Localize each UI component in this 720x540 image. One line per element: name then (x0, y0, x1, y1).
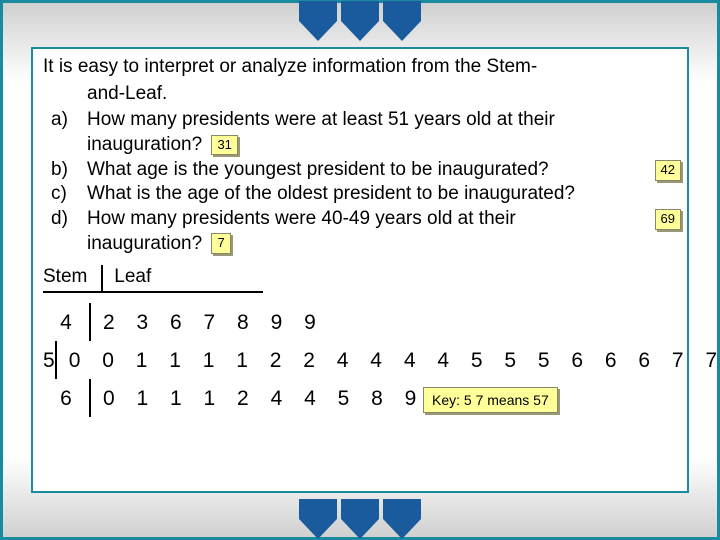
top-chevron-group (299, 1, 421, 41)
stemleaf-header: Stem Leaf (43, 265, 677, 290)
leaf-cell: 2 3 6 7 8 9 9 (91, 309, 324, 336)
question-a-cont: inauguration? 31 (43, 133, 677, 158)
answer-box-d: 7 (211, 233, 230, 254)
bottom-chevron-group (299, 499, 421, 539)
question-text-line: inauguration? (87, 134, 202, 155)
stemleaf-row: 5 0 0 1 1 1 1 2 2 4 4 4 4 5 5 5 6 6 6 7 … (43, 341, 677, 379)
question-d-cont: inauguration? 7 (43, 232, 677, 257)
question-b: b) What age is the youngest president to… (43, 158, 677, 183)
question-c: c) What is the age of the oldest preside… (43, 182, 677, 207)
question-label: c) (43, 182, 87, 207)
header-rule (43, 291, 263, 293)
content-panel: It is easy to interpret or analyze infor… (31, 47, 689, 493)
question-a: a) How many presidents were at least 51 … (43, 108, 677, 133)
chevron-down-icon (383, 499, 421, 539)
question-label: a) (43, 108, 87, 133)
question-text-line: How many presidents were at least 51 yea… (87, 109, 555, 130)
slide-frame: It is easy to interpret or analyze infor… (0, 0, 720, 540)
stem-header: Stem (43, 265, 99, 290)
stemleaf-row: 6 0 1 1 1 2 4 4 5 8 9 (43, 379, 677, 417)
chevron-down-icon (299, 499, 337, 539)
chevron-down-icon (341, 1, 379, 41)
leaf-cell: 0 0 1 1 1 1 2 2 4 4 4 4 5 5 5 6 6 6 7 7 … (57, 347, 720, 374)
question-text: How many presidents were 40-49 years old… (87, 207, 677, 232)
stemleaf-row: 4 2 3 6 7 8 9 9 (43, 303, 677, 341)
question-text: What age is the youngest president to be… (87, 158, 677, 183)
stem-cell: 4 (43, 303, 91, 341)
leaf-cell: 0 1 1 1 2 4 4 5 8 9 (91, 385, 424, 412)
question-text: What is the age of the oldest president … (87, 182, 677, 207)
intro-line2: and-Leaf. (43, 82, 677, 107)
question-text-line: inauguration? (87, 233, 202, 254)
question-text-line: What age is the youngest president to be… (87, 159, 549, 180)
chevron-down-icon (299, 1, 337, 41)
question-d: d) How many presidents were 40-49 years … (43, 207, 677, 232)
question-label: d) (43, 207, 87, 232)
stem-cell: 5 (43, 341, 57, 379)
chevron-down-icon (383, 1, 421, 41)
question-text-line: What is the age of the oldest president … (87, 183, 575, 204)
answer-box-c: 69 (655, 209, 681, 230)
stem-cell: 6 (43, 379, 91, 417)
question-text: How many presidents were at least 51 yea… (87, 108, 677, 133)
header-vline (101, 265, 103, 293)
answer-box-a: 31 (211, 135, 237, 156)
stemleaf-table: 4 2 3 6 7 8 9 9 5 0 0 1 1 1 1 2 2 4 4 4 … (43, 303, 677, 417)
question-text-line: How many presidents were 40-49 years old… (87, 208, 516, 229)
answer-box-b: 42 (655, 160, 681, 181)
question-text: inauguration? 7 (87, 232, 677, 257)
intro-line1: It is easy to interpret or analyze infor… (43, 55, 677, 80)
chevron-down-icon (341, 499, 379, 539)
question-text: inauguration? 31 (87, 133, 677, 158)
key-box: Key: 5 7 means 57 (423, 387, 558, 413)
leaf-header: Leaf (104, 265, 151, 290)
question-label: b) (43, 158, 87, 183)
